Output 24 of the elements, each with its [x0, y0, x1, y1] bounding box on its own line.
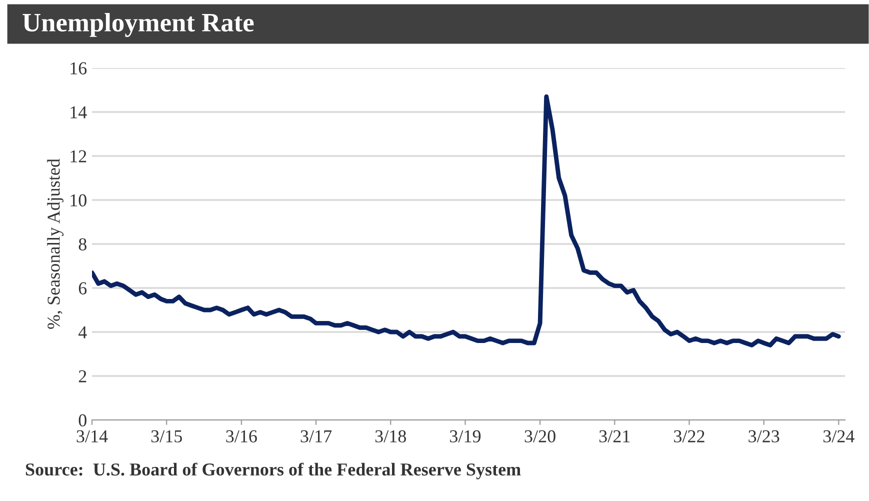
- source-note: Source: U.S. Board of Governors of the Federal Reserve System: [26, 462, 521, 480]
- x-tick-label: 3/18: [375, 430, 406, 442]
- x-tick-label: 3/22: [674, 430, 704, 442]
- y-tick-label: 8: [78, 238, 86, 250]
- y-tick-label: 16: [70, 62, 87, 74]
- y-tick-label: 0: [78, 414, 86, 426]
- x-tick-label: 3/17: [300, 430, 332, 442]
- y-tick-label: 4: [78, 326, 87, 338]
- y-tick-label: 14: [70, 106, 87, 118]
- line-series: [92, 94, 841, 348]
- x-tick-label: 3/16: [226, 430, 257, 442]
- y-tick-label: 10: [70, 194, 86, 206]
- x-tick-label: 3/15: [151, 430, 182, 442]
- chart-title: Unemployment Rate: [22, 12, 254, 38]
- x-tick-label: 3/24: [823, 430, 854, 442]
- y-tick-label: 2: [78, 370, 86, 382]
- x-tick-label: 3/21: [599, 430, 630, 442]
- y-axis-title: %, Seasonally Adjusted: [47, 158, 64, 329]
- x-tick-label: 3/14: [76, 430, 108, 442]
- y-tick-label: 12: [70, 150, 86, 162]
- x-tick-label: 3/20: [524, 430, 556, 442]
- x-tick-label: 3/23: [748, 430, 780, 442]
- y-tick-label: 6: [78, 282, 87, 294]
- x-tick-label: 3/19: [450, 430, 481, 442]
